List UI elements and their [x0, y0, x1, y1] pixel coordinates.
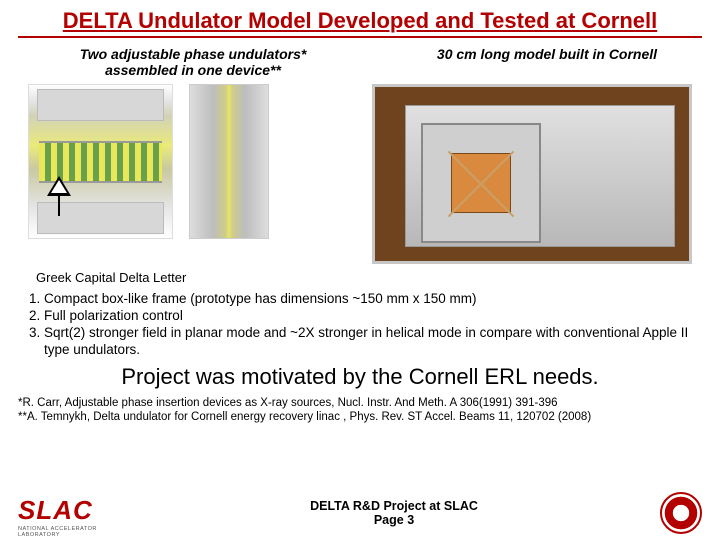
delta-annotation: Greek Capital Delta Letter — [36, 270, 702, 285]
references: *R. Carr, Adjustable phase insertion dev… — [18, 396, 702, 425]
footer-page: Page 3 — [374, 513, 414, 527]
slide-footer: SLAC NATIONAL ACCELERATOR LABORATORY DEL… — [0, 492, 720, 534]
footer-center: DELTA R&D Project at SLAC Page 3 — [128, 499, 660, 527]
reference-1: *R. Carr, Adjustable phase insertion dev… — [18, 396, 702, 410]
subhead-left: Two adjustable phase undulators* assembl… — [48, 46, 338, 78]
feature-list: Compact box-like frame (prototype has di… — [18, 291, 702, 358]
arrow-icon — [58, 196, 60, 216]
subheading-row: Two adjustable phase undulators* assembl… — [18, 46, 702, 84]
list-item: Sqrt(2) stronger field in planar mode an… — [44, 325, 702, 357]
footer-project: DELTA R&D Project at SLAC — [310, 499, 478, 513]
institution-seal-icon — [660, 492, 702, 534]
subhead-right: 30 cm long model built in Cornell — [402, 46, 692, 78]
slac-logo-subtext: NATIONAL ACCELERATOR LABORATORY — [18, 526, 128, 538]
figure-row — [18, 84, 702, 264]
delta-triangle-icon — [47, 176, 71, 196]
slac-logo: SLAC NATIONAL ACCELERATOR LABORATORY — [18, 495, 128, 531]
reference-2: **A. Temnykh, Delta undulator for Cornel… — [18, 410, 702, 424]
cad-renders-group — [28, 84, 269, 239]
motivation-text: Project was motivated by the Cornell ERL… — [18, 364, 702, 390]
list-item: Full polarization control — [44, 308, 702, 324]
slide-title: DELTA Undulator Model Developed and Test… — [18, 8, 702, 34]
model-photograph — [372, 84, 692, 264]
slac-logo-text: SLAC — [18, 495, 128, 526]
list-item: Compact box-like frame (prototype has di… — [44, 291, 702, 307]
subhead-left-line2: assembled in one device** — [105, 62, 281, 78]
subhead-left-line1: Two adjustable phase undulators* — [80, 46, 307, 62]
title-underline — [18, 36, 702, 38]
cad-render-front — [28, 84, 173, 239]
cad-render-side — [189, 84, 269, 239]
